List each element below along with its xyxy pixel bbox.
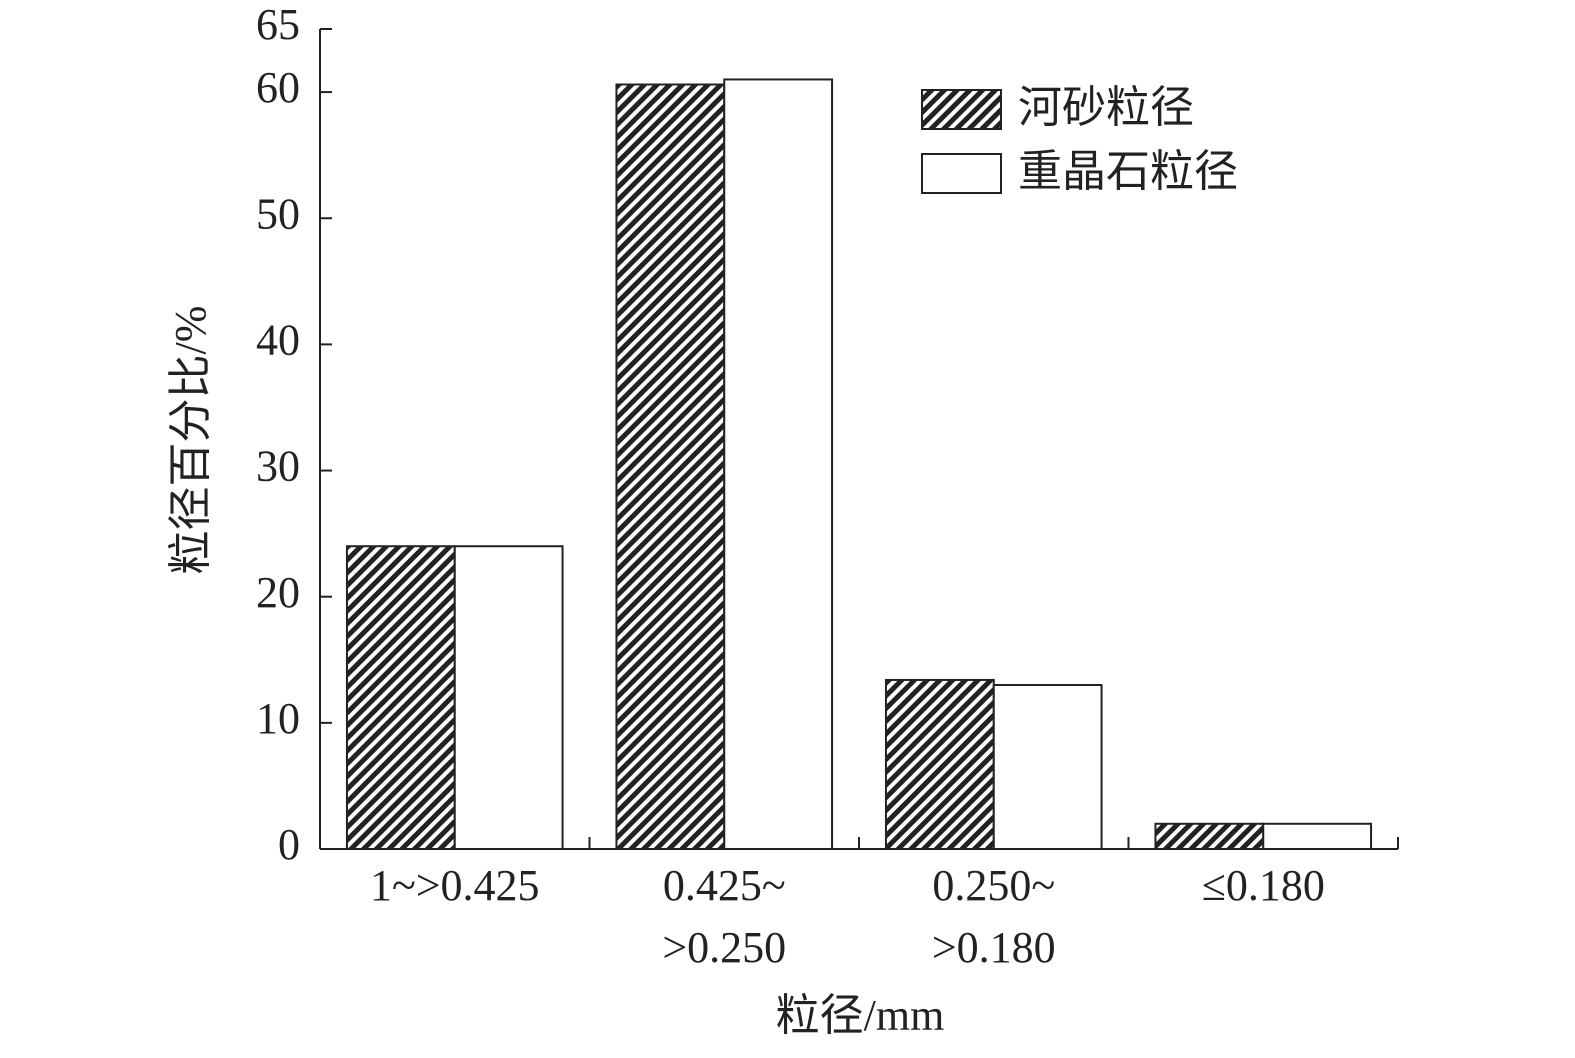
y-tick-label: 50 [256,189,300,238]
bar [992,684,1103,850]
y-tick-label: 20 [256,568,300,617]
x-tick-label: >0.250 [662,923,786,972]
x-tick-label: 0.425~ [663,861,786,910]
y-tick-label: 40 [256,315,300,364]
y-tick-label: 0 [278,820,300,869]
x-axis-label: 粒径/mm [776,991,945,1040]
legend-label: 重晶石粒径 [1018,147,1238,196]
y-tick-label: 65 [256,0,300,49]
x-tick-label: ≤0.180 [1202,861,1325,910]
y-axis-label: 粒径百分比/% [166,306,215,575]
legend-label: 河砂粒径 [1018,83,1194,132]
x-tick-label: 0.250~ [932,861,1055,910]
x-tick-label: 1~>0.425 [370,861,540,910]
bar [723,78,834,850]
bar [1154,822,1265,850]
y-tick-label: 60 [256,63,300,112]
x-tick-label: >0.180 [932,923,1056,972]
bar [345,545,456,850]
bar [615,83,726,850]
y-tick-label: 30 [256,442,300,491]
bar [453,545,564,850]
legend-swatch [921,153,1002,194]
bar [884,678,995,851]
y-tick-label: 10 [256,694,300,743]
legend-swatch [921,89,1002,130]
bar [1262,822,1373,850]
